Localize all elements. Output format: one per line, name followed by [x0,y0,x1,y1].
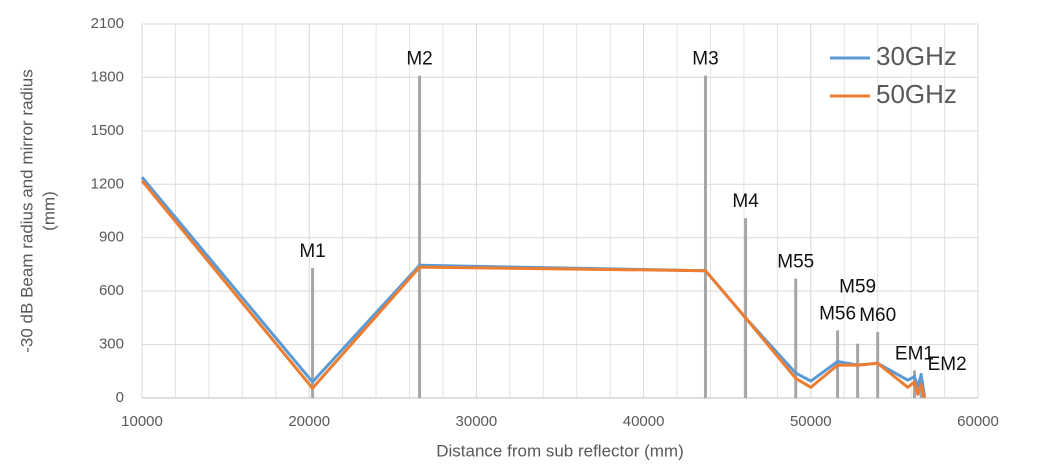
legend-label: 50GHz [876,79,957,109]
mirror-label: M4 [732,191,759,212]
y-tick-label: 1200 [91,175,124,192]
mirror-label: EM2 [928,354,967,375]
y-tick-label: 0 [116,389,124,406]
x-tick-label: 60000 [957,413,999,430]
y-axis-title: -30 dB Beam radius and mirror radius [17,69,36,352]
mirror-label: M60 [859,305,896,326]
mirror-label: M2 [406,49,432,70]
mirror-label: M55 [777,252,814,273]
x-tick-label: 10000 [121,413,163,430]
x-axis-title: Distance from sub reflector (mm) [436,441,684,460]
y-tick-label: 2100 [91,15,124,32]
y-tick-label: 1500 [91,122,124,139]
legend-label: 30GHz [876,41,957,71]
mirror-label: M56 [819,303,856,324]
x-tick-label: 40000 [623,413,665,430]
y-tick-label: 300 [99,336,124,353]
mirror-label: M59 [839,277,876,298]
mirror-label: M3 [692,49,718,70]
series-line [140,179,926,399]
x-tick-label: 30000 [456,413,498,430]
mirror-label: M1 [299,241,325,262]
y-tick-label: 1800 [91,68,124,85]
y-axis-title-group: -30 dB Beam radius and mirror radius (mm… [17,69,58,352]
x-tick-label: 20000 [288,413,330,430]
y-tick-label: 600 [99,282,124,299]
y-axis-title: (mm) [39,191,58,231]
series-line [140,176,926,397]
mirror-label: EM1 [895,343,934,364]
y-tick-label: 900 [99,229,124,246]
x-tick-label: 50000 [790,413,832,430]
